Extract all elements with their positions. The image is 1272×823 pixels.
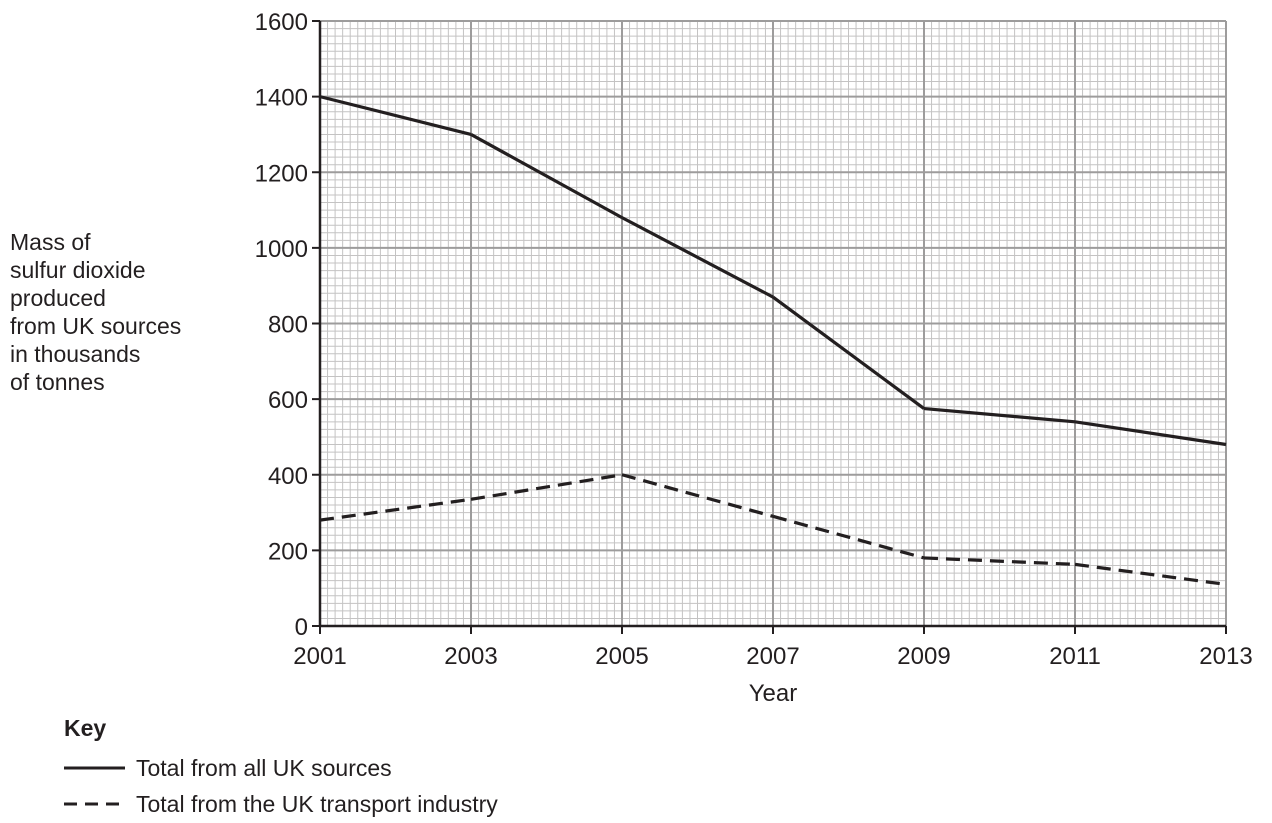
y-axis-label-line: from UK sources — [10, 313, 181, 339]
y-tick-label: 800 — [268, 312, 308, 339]
series-segment — [319, 95, 472, 136]
series-segment — [319, 497, 472, 522]
y-tick-label: 1600 — [255, 9, 308, 36]
series-layer — [319, 95, 1227, 586]
series-segment — [923, 406, 1076, 424]
y-tick-label: 1000 — [255, 236, 308, 263]
x-tick-label: 2013 — [1199, 643, 1252, 670]
x-tick-label: 2005 — [595, 643, 648, 670]
y-axis-label-line: sulfur dioxide — [10, 257, 146, 283]
x-tick-label: 2003 — [444, 643, 497, 670]
y-tick-label: 0 — [295, 614, 308, 641]
y-tick-label: 400 — [268, 463, 308, 490]
y-tick-label: 1400 — [255, 85, 308, 112]
series-segment — [470, 133, 623, 220]
series-segment — [1074, 420, 1227, 447]
legend: Key Total from all UK sources Total from… — [64, 715, 498, 817]
legend-item-all-sources: Total from all UK sources — [136, 755, 392, 781]
y-tick-label: 600 — [268, 387, 308, 414]
x-tick-labels: 2001 2003 2005 2007 2009 2011 2013 — [293, 643, 1252, 670]
series-segment — [772, 295, 925, 410]
y-axis-label-line: Mass of — [10, 229, 91, 255]
series-segment — [923, 556, 1076, 566]
y-axis-label-line: produced — [10, 285, 106, 311]
x-tick-label: 2007 — [746, 643, 799, 670]
y-axis-label-line: in thousands — [10, 341, 140, 367]
y-tick-labels: 0 200 400 600 800 1000 1200 1400 1600 — [255, 9, 308, 641]
x-tick-label: 2009 — [897, 643, 950, 670]
series-all-sources — [319, 95, 1227, 447]
series-segment — [1074, 562, 1227, 586]
legend-title: Key — [64, 715, 106, 741]
legend-item-transport-industry: Total from the UK transport industry — [136, 791, 498, 817]
y-tick-label: 200 — [268, 538, 308, 565]
y-axis-label-line: of tonnes — [10, 369, 105, 395]
axes — [312, 20, 1227, 634]
series-segment — [772, 514, 925, 560]
x-axis-label: Year — [749, 680, 798, 707]
series-transport-industry — [319, 473, 1227, 586]
series-segment — [621, 473, 774, 518]
x-tick-label: 2011 — [1049, 643, 1101, 670]
y-axis-label: Mass of sulfur dioxide produced from UK sou… — [10, 229, 181, 395]
series-segment — [621, 216, 774, 299]
y-tick-label: 1200 — [255, 160, 308, 187]
series-segment — [470, 473, 623, 501]
x-tick-label: 2001 — [293, 643, 346, 670]
